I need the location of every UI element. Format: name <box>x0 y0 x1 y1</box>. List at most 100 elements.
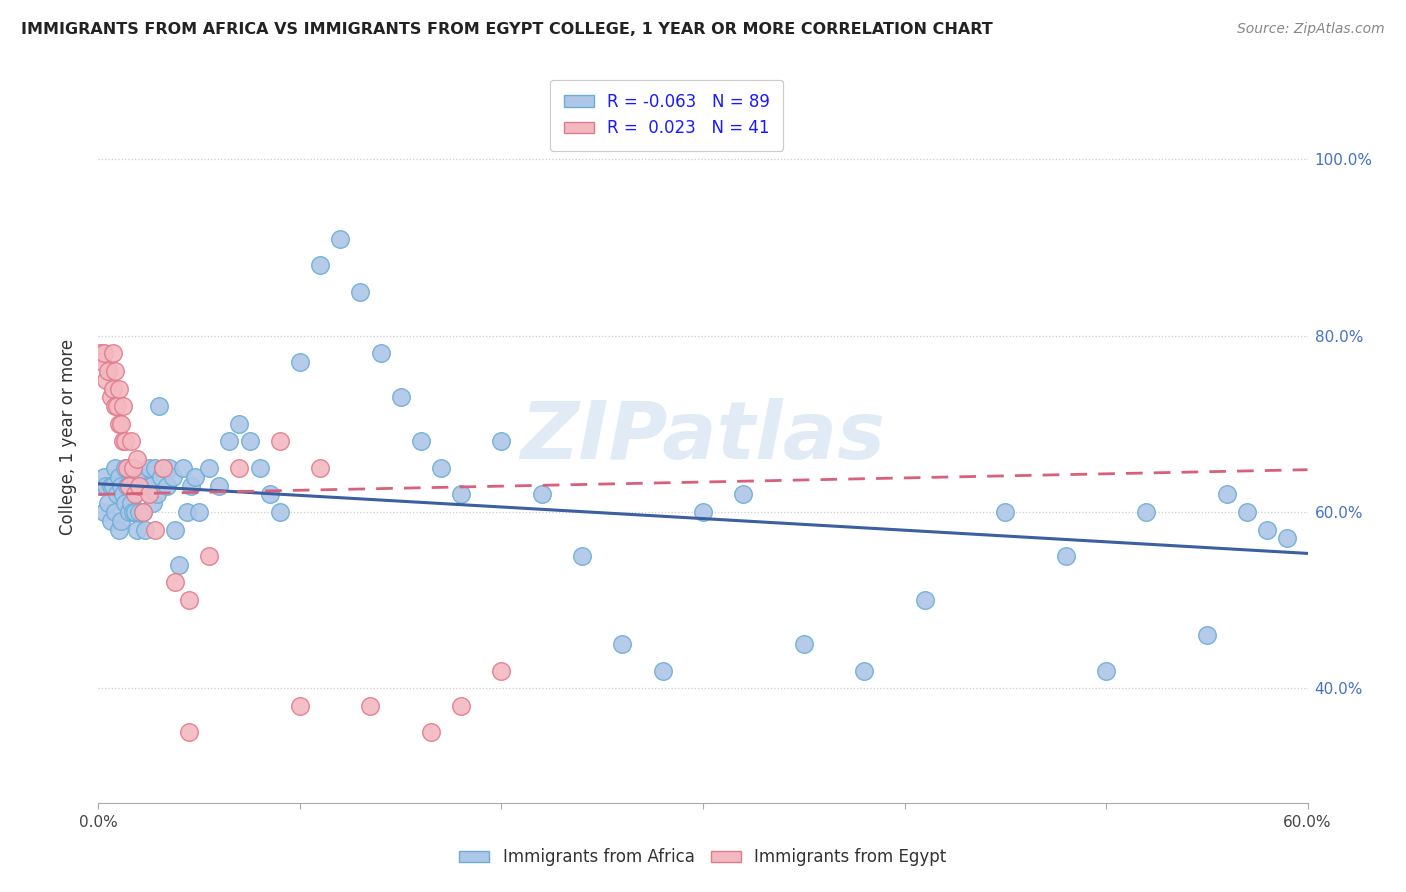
Point <box>110 417 132 431</box>
Point <box>103 505 125 519</box>
Point <box>651 664 673 678</box>
Point <box>530 487 553 501</box>
Point <box>96 478 118 492</box>
Point <box>115 461 138 475</box>
Y-axis label: College, 1 year or more: College, 1 year or more <box>59 339 77 535</box>
Point <box>269 434 291 449</box>
Point <box>101 346 124 360</box>
Point <box>389 391 412 405</box>
Point <box>101 478 124 492</box>
Point <box>491 434 513 449</box>
Point <box>96 373 118 387</box>
Point <box>114 496 136 510</box>
Point <box>93 469 115 483</box>
Point <box>1095 664 1118 678</box>
Point <box>269 505 291 519</box>
Point <box>139 478 162 492</box>
Point <box>1216 487 1239 501</box>
Point <box>120 461 142 475</box>
Point <box>612 637 634 651</box>
Point <box>120 496 142 510</box>
Point <box>105 399 128 413</box>
Point <box>107 417 129 431</box>
Point <box>114 461 136 475</box>
Point <box>97 496 120 510</box>
Point <box>180 478 202 492</box>
Point <box>491 664 513 678</box>
Point <box>239 434 262 449</box>
Point <box>184 469 207 483</box>
Point <box>420 725 443 739</box>
Point <box>120 434 142 449</box>
Point <box>118 478 141 492</box>
Point <box>208 478 231 492</box>
Point <box>198 461 221 475</box>
Point <box>121 461 143 475</box>
Point <box>135 478 157 492</box>
Point <box>149 469 172 483</box>
Point <box>93 505 115 519</box>
Point <box>107 382 129 396</box>
Point <box>259 487 281 501</box>
Point <box>146 487 169 501</box>
Point <box>914 593 936 607</box>
Point <box>89 478 111 492</box>
Point <box>103 399 125 413</box>
Point <box>125 523 148 537</box>
Point <box>143 523 166 537</box>
Point <box>163 575 186 590</box>
Point <box>118 478 141 492</box>
Point <box>430 461 453 475</box>
Point <box>450 698 472 713</box>
Point <box>101 382 124 396</box>
Point <box>124 505 146 519</box>
Point <box>157 461 180 475</box>
Point <box>100 391 122 405</box>
Point <box>162 469 184 483</box>
Point <box>110 478 132 492</box>
Point <box>188 505 211 519</box>
Point <box>110 514 132 528</box>
Point <box>129 469 152 483</box>
Point <box>309 258 332 272</box>
Point <box>93 346 115 360</box>
Point <box>152 461 174 475</box>
Point <box>111 434 134 449</box>
Point <box>218 434 240 449</box>
Point <box>1135 505 1157 519</box>
Point <box>1256 523 1278 537</box>
Point <box>409 434 432 449</box>
Point <box>1277 532 1299 546</box>
Point <box>143 461 166 475</box>
Point <box>450 487 472 501</box>
Point <box>179 725 201 739</box>
Point <box>132 505 155 519</box>
Point <box>853 664 876 678</box>
Point <box>111 399 134 413</box>
Legend: R = -0.063   N = 89, R =  0.023   N = 41: R = -0.063 N = 89, R = 0.023 N = 41 <box>550 79 783 151</box>
Point <box>91 355 114 369</box>
Point <box>114 434 136 449</box>
Point <box>115 478 138 492</box>
Point <box>142 496 165 510</box>
Point <box>100 478 122 492</box>
Point <box>349 285 371 299</box>
Point <box>124 469 146 483</box>
Point <box>128 505 150 519</box>
Point <box>179 593 201 607</box>
Point <box>125 452 148 467</box>
Point <box>370 346 392 360</box>
Point <box>793 637 815 651</box>
Point <box>107 523 129 537</box>
Point <box>103 364 125 378</box>
Point <box>111 487 134 501</box>
Point <box>105 487 128 501</box>
Point <box>360 698 382 713</box>
Point <box>249 461 271 475</box>
Point <box>994 505 1017 519</box>
Text: IMMIGRANTS FROM AFRICA VS IMMIGRANTS FROM EGYPT COLLEGE, 1 YEAR OR MORE CORRELAT: IMMIGRANTS FROM AFRICA VS IMMIGRANTS FRO… <box>21 22 993 37</box>
Point <box>148 399 170 413</box>
Point <box>692 505 714 519</box>
Point <box>176 505 198 519</box>
Point <box>132 505 155 519</box>
